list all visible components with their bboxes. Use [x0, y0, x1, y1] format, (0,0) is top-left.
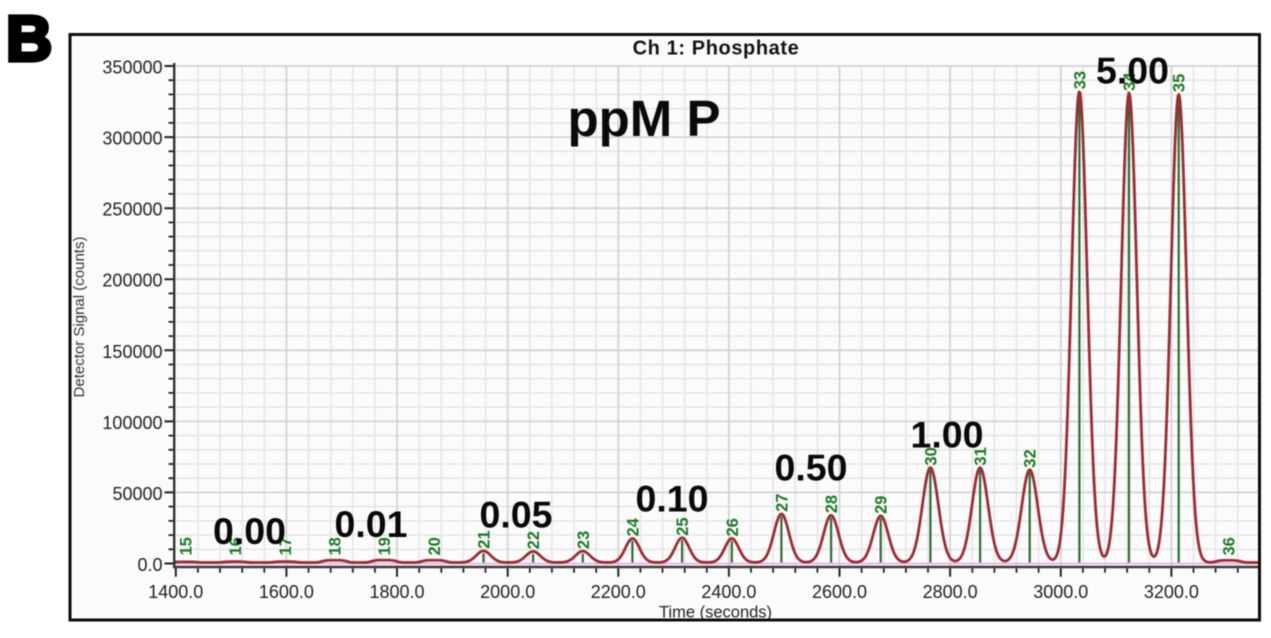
svg-text:0.0: 0.0 [137, 555, 162, 575]
svg-text:34: 34 [1121, 72, 1139, 91]
svg-text:1800.0: 1800.0 [369, 582, 424, 602]
svg-text:24: 24 [624, 517, 642, 536]
svg-text:15: 15 [178, 537, 196, 555]
svg-text:2000.0: 2000.0 [480, 582, 535, 602]
svg-text:1400.0: 1400.0 [148, 582, 203, 602]
svg-text:2200.0: 2200.0 [591, 582, 646, 602]
svg-text:23: 23 [575, 531, 593, 549]
svg-text:150000: 150000 [102, 342, 162, 362]
svg-text:2600.0: 2600.0 [812, 582, 867, 602]
svg-text:250000: 250000 [102, 200, 162, 220]
svg-text:26: 26 [724, 518, 742, 536]
svg-text:300000: 300000 [102, 129, 162, 149]
svg-text:200000: 200000 [102, 271, 162, 291]
svg-text:28: 28 [823, 495, 841, 513]
svg-text:22: 22 [525, 531, 543, 549]
svg-text:25: 25 [674, 517, 692, 535]
svg-text:17: 17 [277, 537, 295, 555]
svg-text:3000.0: 3000.0 [1033, 582, 1088, 602]
svg-text:50000: 50000 [112, 484, 162, 504]
svg-text:Time (seconds): Time (seconds) [659, 604, 772, 622]
svg-text:30: 30 [922, 447, 940, 465]
svg-text:2800.0: 2800.0 [923, 582, 978, 602]
svg-text:ppM P: ppM P [568, 90, 721, 147]
svg-text:36: 36 [1220, 537, 1238, 555]
svg-text:0.05: 0.05 [480, 494, 553, 536]
svg-text:B: B [6, 2, 52, 74]
svg-text:32: 32 [1022, 449, 1040, 467]
svg-text:19: 19 [376, 537, 394, 555]
svg-text:31: 31 [972, 447, 990, 465]
svg-text:27: 27 [773, 494, 791, 512]
svg-text:1.00: 1.00 [911, 414, 984, 456]
svg-text:0.01: 0.01 [335, 503, 408, 545]
svg-text:3200.0: 3200.0 [1144, 582, 1199, 602]
svg-text:2400.0: 2400.0 [701, 582, 756, 602]
svg-text:33: 33 [1071, 71, 1089, 89]
svg-text:29: 29 [873, 496, 891, 514]
svg-text:1600.0: 1600.0 [259, 582, 314, 602]
svg-text:350000: 350000 [102, 58, 162, 78]
svg-text:100000: 100000 [102, 413, 162, 433]
svg-text:0.50: 0.50 [775, 447, 848, 489]
svg-text:Ch 1: Phosphate: Ch 1: Phosphate [633, 38, 800, 60]
svg-text:35: 35 [1171, 74, 1189, 92]
svg-text:18: 18 [327, 537, 345, 555]
svg-text:21: 21 [476, 530, 494, 548]
svg-text:0.00: 0.00 [213, 510, 286, 552]
svg-text:16: 16 [227, 537, 245, 555]
svg-text:0.10: 0.10 [636, 478, 709, 520]
svg-text:5.00: 5.00 [1096, 50, 1169, 92]
svg-text:20: 20 [426, 537, 444, 555]
svg-text:Detector Signal (counts): Detector Signal (counts) [71, 237, 88, 398]
